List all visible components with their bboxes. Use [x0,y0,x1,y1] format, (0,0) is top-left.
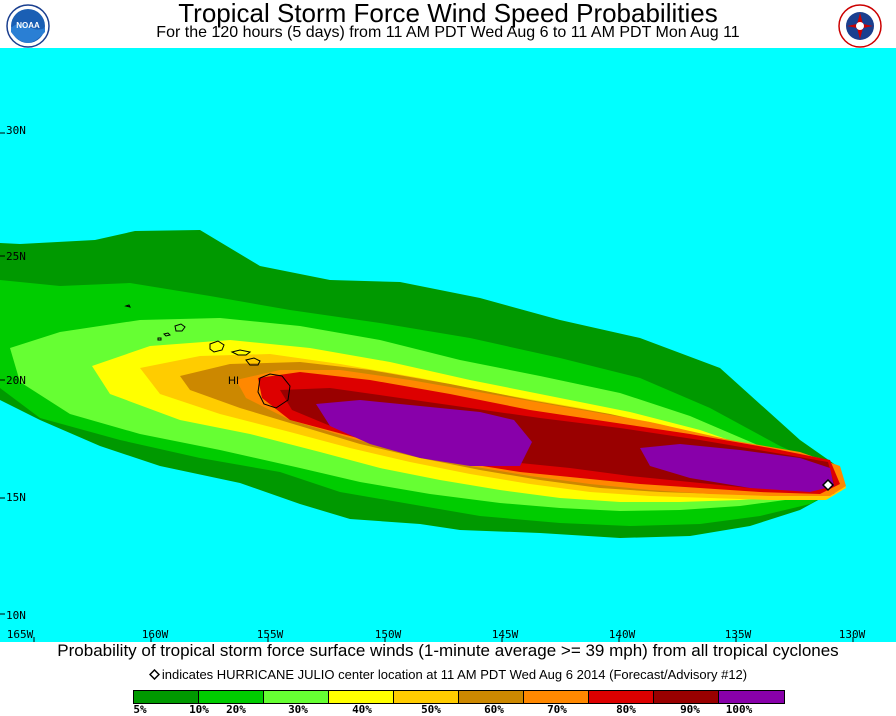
lon-label: 155W [257,628,284,641]
lon-label: 140W [609,628,636,641]
legend-label: 50% [421,703,441,716]
legend-label: 10% [189,703,209,716]
center-location-note: indicates HURRICANE JULIO center locatio… [0,667,896,682]
lon-label: 135W [725,628,752,641]
legend-swatch [719,691,784,703]
legend-label: 70% [547,703,567,716]
page-title: Tropical Storm Force Wind Speed Probabil… [178,0,718,28]
page-subtitle: For the 120 hours (5 days) from 11 AM PD… [156,24,740,41]
legend-swatch [394,691,459,703]
center-location-text: indicates HURRICANE JULIO center locatio… [161,667,748,682]
contour-100-percent [640,444,834,492]
legend-swatch [264,691,329,703]
legend-color-bar [133,690,785,704]
probability-map: HI 30N 25N 20N 15N 10N 165W 160W 155W 15… [0,48,896,642]
lat-label: 15N [6,491,26,504]
legend-swatch [524,691,589,703]
contour-90-percent [316,400,532,466]
lon-label: 150W [375,628,402,641]
legend-label: 60% [484,703,504,716]
probability-contours [0,230,846,538]
lat-label: 10N [6,609,26,622]
lon-label: 145W [492,628,519,641]
legend-swatch [199,691,264,703]
lon-label: 130W [839,628,866,641]
legend-swatch [134,691,199,703]
lat-label: 25N [6,250,26,263]
legend-label: 80% [616,703,636,716]
hawaii-label: HI [228,375,239,387]
legend-label: 90% [680,703,700,716]
legend-swatch [654,691,719,703]
nws-logo [838,4,882,48]
header: NOAA Tropical Storm Force Wind Speed Pro… [0,0,896,48]
longitude-labels: 165W 160W 155W 150W 145W 140W 135W 130W [7,628,866,641]
noaa-logo-text: NOAA [16,21,40,30]
noaa-logo: NOAA [6,4,50,48]
legend-label: 100% [725,703,753,716]
legend-swatch [459,691,524,703]
legend: 5% 10% 20% 30% 40% 50% 60% 70% 80% 90% 1… [0,688,896,716]
map-description: Probability of tropical storm force surf… [57,641,839,660]
legend-swatch [329,691,394,703]
legend-swatch [589,691,654,703]
legend-label: 40% [352,703,372,716]
legend-label: 30% [288,703,308,716]
lat-label: 30N [6,124,26,137]
lon-label: 165W [7,628,34,641]
storm-center-marker [821,478,835,492]
lat-label: 20N [6,374,26,387]
tick-marks [0,132,854,642]
lon-label: 160W [142,628,169,641]
diamond-icon [148,668,160,681]
hawaiian-islands [124,304,291,409]
latitude-labels: 30N 25N 20N 15N 10N [6,124,26,622]
legend-label: 5% [133,703,147,716]
legend-label: 20% [226,703,246,716]
